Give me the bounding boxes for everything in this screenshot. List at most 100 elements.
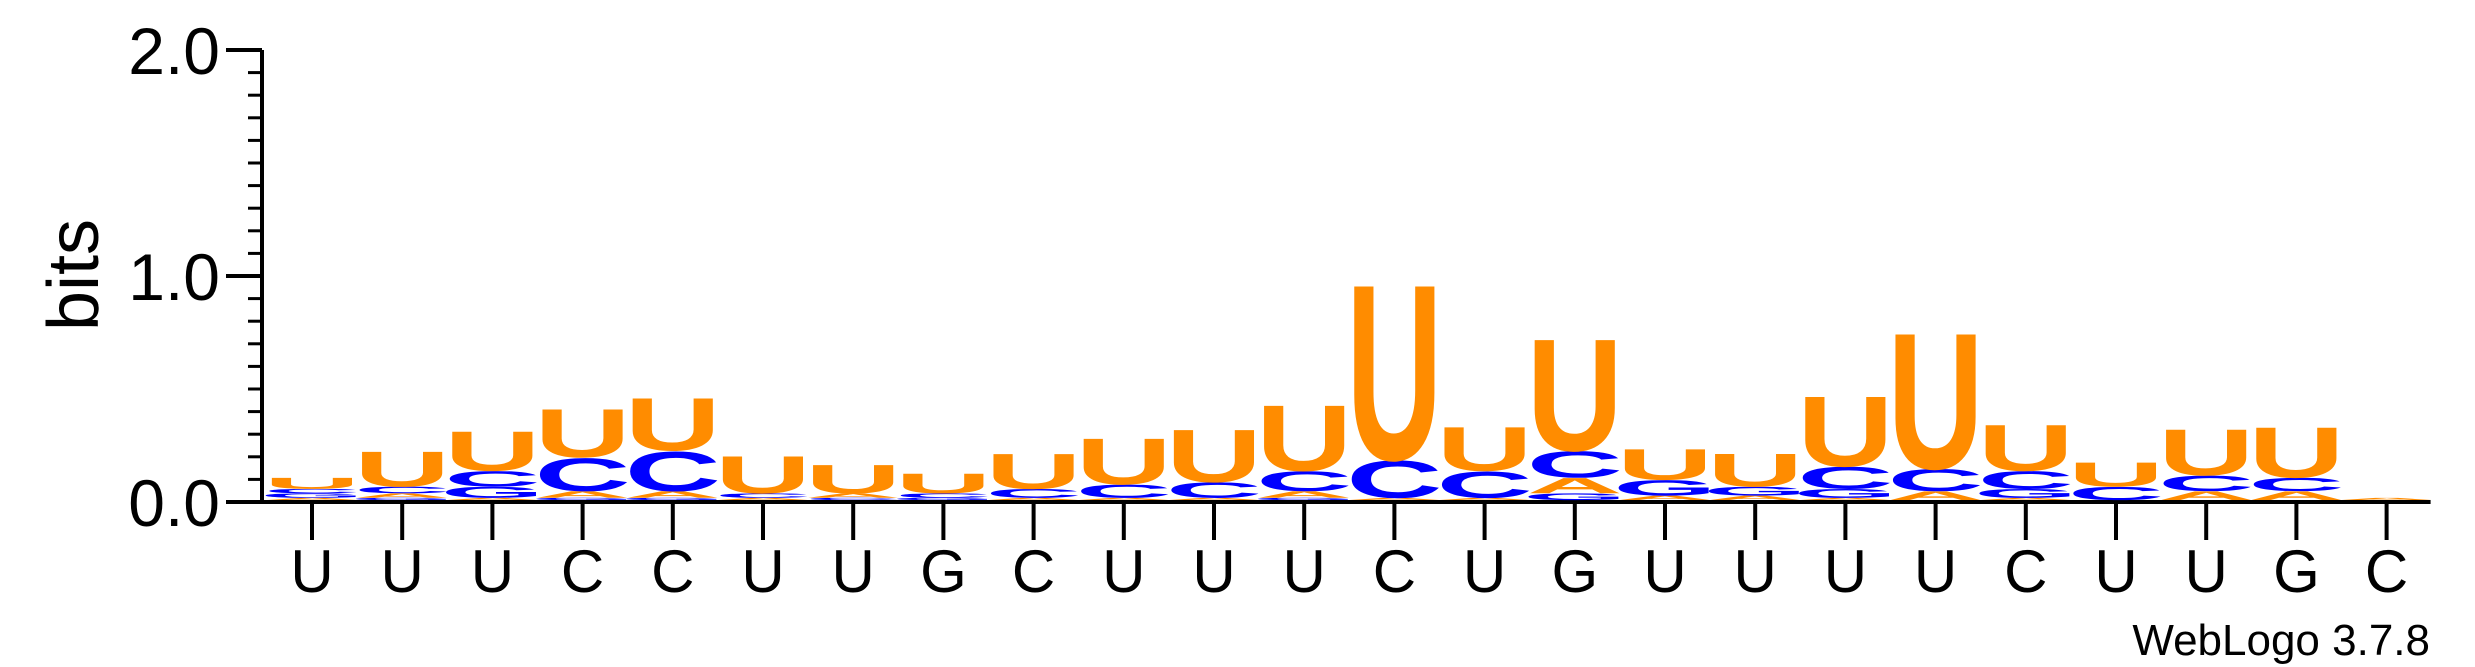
logo-letter: A [1978, 497, 2074, 500]
logo-letter: C [1256, 466, 1352, 497]
logo-letter: C [2158, 471, 2254, 495]
logo-letter: A [1617, 494, 1713, 501]
logo-letters: AGCUGACUAGCUGACUGACUACUCAUGCUACUACUACUGA… [260, 232, 2435, 513]
y-axis: 0.0 1.0 2.0 [128, 14, 264, 540]
x-tick-label: G [1551, 538, 1598, 605]
logo-letter: U [1527, 307, 1623, 485]
logo-letter: C [985, 486, 1081, 500]
logo-letter: U [2068, 455, 2164, 494]
x-tick-label: U [2185, 538, 2228, 605]
x-tick-label: C [651, 538, 694, 605]
logo-letter: A [1166, 497, 1262, 500]
logo-letter: U [444, 419, 540, 482]
x-tick-label: U [741, 538, 784, 605]
logo-letter: U [1617, 440, 1713, 489]
x-tick-label: C [1373, 538, 1416, 605]
logo-letter: A [715, 497, 811, 500]
x-tick-label: U [1643, 538, 1686, 605]
x-tick-label: G [920, 538, 967, 605]
x-tick-label: U [381, 538, 424, 605]
x-tick-label: U [1463, 538, 1506, 605]
x-tick-label: U [1734, 538, 1777, 605]
logo-letter: A [354, 492, 450, 499]
logo-letter: U [1978, 412, 2074, 485]
logo-letter: C [264, 488, 360, 495]
logo-letter: A [1076, 497, 1172, 500]
logo-letter: G [1613, 476, 1717, 500]
logo-letter: A [1707, 494, 1803, 501]
y-tick-label: 2.0 [128, 14, 220, 88]
x-tick-label: U [2094, 538, 2137, 605]
logo-letter: U [1797, 376, 1893, 488]
logo-letter: C [1797, 460, 1893, 495]
logo-letter: U [985, 444, 1081, 500]
logo-letter: C [1076, 481, 1172, 502]
logo-letter: G [441, 484, 545, 502]
logo-letter: A [1436, 497, 1532, 500]
logo-letter: A [805, 492, 901, 499]
logo-letter: U [1707, 444, 1803, 497]
logo-letter: C [715, 492, 811, 499]
logo-letter: U [1436, 415, 1532, 485]
logo-letter: U [1887, 293, 1983, 510]
logo-letter: G [621, 497, 725, 500]
logo-letter: A [2158, 489, 2254, 503]
weblogo-credit: WebLogo 3.7.8 [2132, 616, 2430, 665]
logo-letter: U [534, 395, 630, 472]
x-tick-label: C [2365, 538, 2408, 605]
x-tick-label: U [1192, 538, 1235, 605]
logo-letter: C [625, 440, 721, 503]
logo-letter: C [534, 449, 630, 502]
x-tick-label: U [1102, 538, 1145, 605]
logo-letter: U [625, 382, 721, 466]
x-tick-label: U [1283, 538, 1326, 605]
logo-letter: G [350, 497, 454, 500]
logo-letter: G [260, 492, 364, 499]
logo-letter: U [264, 475, 360, 493]
logo-letter: A [1256, 489, 1352, 500]
logo-letter: G [531, 497, 635, 500]
x-tick-label: C [1012, 538, 1055, 605]
logo-letter: U [805, 456, 901, 502]
x-tick-label: U [1824, 538, 1867, 605]
logo-letter: C [1436, 464, 1532, 506]
logo-letter: C [2248, 474, 2344, 495]
logo-letter: U [2158, 416, 2254, 489]
x-tick-label: C [2004, 538, 2047, 605]
logo-letter: U [1166, 414, 1262, 498]
logo-letter: A [534, 489, 630, 500]
logo-letter: A [1887, 489, 1983, 503]
logo-letter: A [444, 497, 540, 500]
logo-letter: G [1794, 486, 1898, 500]
logo-letter: U [1346, 232, 1442, 513]
logo-letter: U [715, 445, 811, 505]
logo-letter: U [1256, 387, 1352, 491]
logo-letter: G [1252, 497, 1356, 500]
logo-letter: G [1523, 492, 1627, 503]
logo-letter: U [1076, 425, 1172, 498]
logo-letter: U [354, 442, 450, 498]
x-tick-label: U [832, 538, 875, 605]
logo-letter: A [264, 497, 360, 500]
logo-letter: A [1346, 497, 1442, 500]
logo-letter: C [2068, 483, 2164, 504]
logo-letter: G [1974, 486, 2078, 500]
x-tick-label: C [561, 538, 604, 605]
logo-letter: C [444, 467, 540, 491]
logo-letter: C [1978, 466, 2074, 494]
logo-letter: U [895, 468, 991, 499]
logo-letter: A [1797, 497, 1893, 500]
y-tick-label: 0.0 [128, 466, 220, 540]
logo-letter: U [2248, 412, 2344, 493]
logo-letter: G [892, 497, 996, 500]
logo-letter: A [2248, 489, 2344, 503]
logo-letter: A [985, 497, 1081, 500]
logo-letter: G [1703, 484, 1807, 498]
y-axis-label: bits [34, 219, 114, 331]
logo-letter: C [1346, 449, 1442, 509]
x-tick-label: G [2273, 538, 2320, 605]
logo-letter: A [625, 489, 721, 500]
logo-letter: C [354, 485, 450, 496]
logo-letter: C [1527, 443, 1623, 485]
